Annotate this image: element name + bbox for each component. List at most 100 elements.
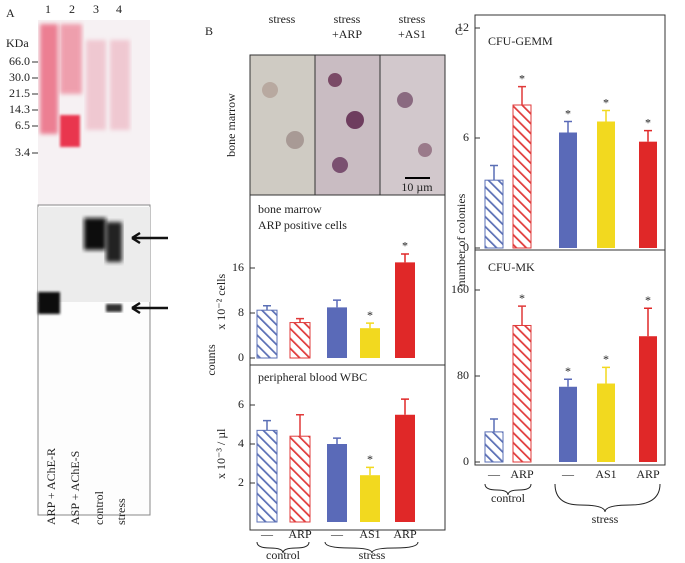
panel-letter: B	[205, 24, 213, 38]
significance: *	[367, 308, 373, 322]
blot-band	[60, 115, 80, 147]
error-bar	[263, 419, 271, 431]
x-tick-label: ARP	[510, 467, 534, 481]
lane-number: 1	[45, 2, 51, 16]
brace	[554, 483, 661, 513]
arrow	[131, 301, 168, 315]
bar	[639, 141, 657, 248]
photo-header: stress	[334, 12, 361, 26]
y-tick-label: 160	[451, 282, 469, 296]
error-bar	[263, 304, 271, 311]
marker-label: 6.5	[15, 118, 30, 132]
photo-header: +ARP	[332, 27, 362, 41]
photo-label: bone marrow	[224, 93, 238, 157]
bar	[360, 328, 380, 358]
significance: *	[603, 95, 609, 109]
cell	[346, 111, 364, 129]
x-tick-label: —	[330, 527, 344, 541]
marker-label: 14.3	[9, 102, 30, 116]
lane-number: 4	[116, 2, 122, 16]
chart-title: CFU-MK	[488, 260, 535, 274]
photo	[315, 55, 380, 195]
lane-label: stress	[114, 498, 128, 525]
x-tick-label: ARP	[288, 527, 312, 541]
error-bar	[333, 437, 341, 444]
significance: *	[519, 71, 525, 85]
significance: *	[402, 239, 408, 253]
group-label: control	[266, 548, 301, 562]
y-tick-label: 12	[457, 20, 469, 34]
error-bar	[366, 466, 374, 476]
error-bar	[644, 307, 652, 337]
lane-number: 3	[93, 2, 99, 16]
plot-frame	[474, 249, 666, 466]
marker-label: 30.0	[9, 70, 30, 84]
error-bar	[490, 164, 498, 181]
significance: *	[645, 293, 651, 307]
bar	[484, 431, 504, 463]
blot-band	[60, 24, 82, 94]
significance: *	[367, 452, 373, 466]
x-tick-label: —	[260, 527, 274, 541]
x-tick-label: AS1	[595, 467, 616, 481]
cell	[286, 131, 304, 149]
lane-label: ASP + AChE-S	[68, 451, 82, 525]
error-bar	[564, 120, 572, 133]
panel-letter: A	[6, 6, 15, 20]
y-tick-label: 0	[463, 240, 469, 254]
bar	[559, 132, 577, 248]
y-tick-label: 80	[457, 368, 469, 382]
significance: *	[645, 115, 651, 129]
photo-header: +AS1	[398, 27, 426, 41]
blot-band	[106, 222, 122, 262]
plot-frame	[249, 364, 446, 531]
error-bar	[333, 299, 341, 308]
y-tick-label: 6	[463, 130, 469, 144]
photo-header: stress	[399, 12, 426, 26]
significance: *	[603, 352, 609, 366]
bar	[327, 307, 347, 358]
lane-label: control	[92, 490, 106, 525]
chart-title: bone marrow	[258, 202, 322, 216]
blot-band	[86, 40, 106, 130]
cell	[328, 73, 342, 87]
error-bar	[644, 129, 652, 142]
chart-title: peripheral blood WBC	[258, 370, 367, 384]
y-axis-label: x 10⁻³ / µl	[214, 428, 228, 479]
blot-band	[106, 304, 122, 312]
blot-top	[38, 20, 150, 205]
y-tick-label: 8	[238, 305, 244, 319]
shared-y-label: counts	[204, 344, 218, 376]
x-tick-label: ARP	[393, 527, 417, 541]
bar	[360, 475, 380, 522]
shared-y-label: number of colonies	[454, 193, 468, 286]
bar	[639, 336, 657, 462]
bar	[395, 262, 415, 358]
blot-band	[38, 292, 60, 314]
chart-subtitle: ARP positive cells	[258, 218, 347, 232]
panel-letter: C	[455, 24, 463, 38]
y-tick-label: 0	[238, 350, 244, 364]
y-axis-label: x 10⁻² cells	[214, 273, 228, 329]
cell	[397, 92, 413, 108]
unit-label: KDa	[6, 36, 29, 50]
error-bar	[564, 378, 572, 387]
significance: *	[519, 291, 525, 305]
x-tick-label: —	[487, 467, 501, 481]
lane-number: 2	[69, 2, 75, 16]
significance: *	[565, 106, 571, 120]
error-bar	[602, 109, 610, 122]
bar	[559, 386, 577, 462]
brace	[256, 541, 310, 554]
photo-header: stress	[269, 12, 296, 26]
error-bar	[401, 253, 409, 263]
y-tick-label: 6	[238, 397, 244, 411]
error-bar	[518, 85, 526, 105]
bar	[289, 435, 311, 523]
error-bar	[366, 322, 374, 329]
group-label: stress	[592, 512, 619, 526]
bar	[289, 322, 311, 359]
blot-band	[40, 24, 58, 134]
error-bar	[401, 398, 409, 415]
